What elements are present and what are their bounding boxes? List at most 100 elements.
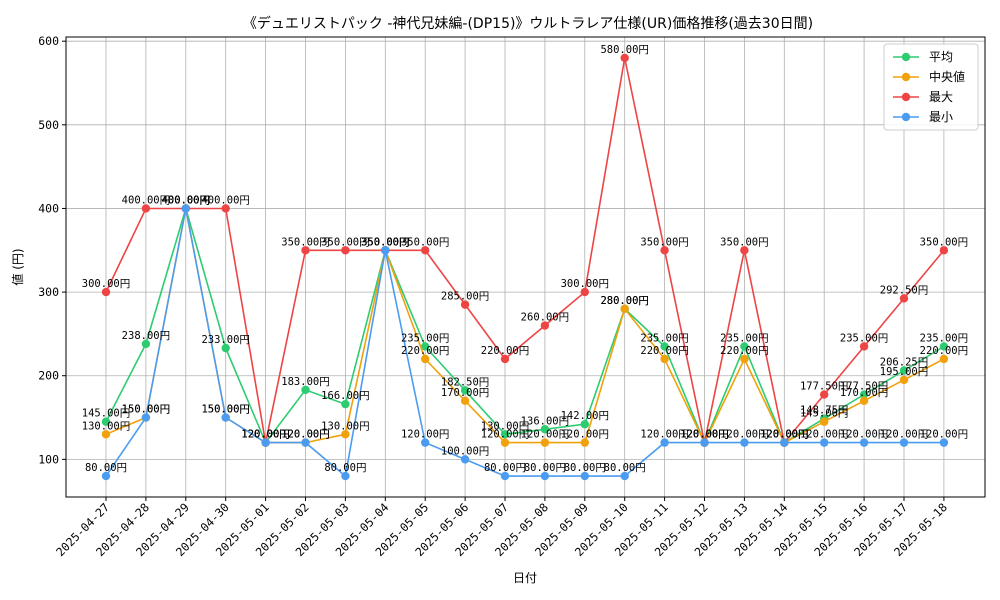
data-point <box>859 390 869 399</box>
data-point <box>460 455 470 464</box>
data-label: 350.00円 <box>321 236 369 248</box>
data-point <box>301 246 310 255</box>
legend-label: 最小 <box>929 110 953 124</box>
data-point <box>421 354 430 364</box>
y-tick-label: 200 <box>38 369 59 383</box>
data-point <box>500 354 510 364</box>
data-label: 220.00円 <box>481 345 529 357</box>
data-label: 120.00円 <box>680 429 728 441</box>
y-axis-label: 値 (円) <box>10 248 25 285</box>
data-label: 100.00円 <box>441 445 489 457</box>
data-label: 350.00円 <box>281 236 329 248</box>
data-label: 177.50円 <box>800 381 848 393</box>
data-labels: 145.00円 238.00円 400.00円 233.00円 120.00円 183.0… <box>82 44 968 474</box>
data-point <box>540 321 550 330</box>
data-point <box>301 385 310 395</box>
data-point <box>101 430 111 439</box>
data-point <box>740 354 749 364</box>
data-label: 220.00円 <box>401 345 449 357</box>
data-label: 350.00円 <box>640 236 688 248</box>
data-point <box>740 342 749 351</box>
data-point <box>101 417 111 426</box>
data-label: 120.00円 <box>760 429 808 441</box>
data-point <box>580 471 589 481</box>
data-label: 150.00円 <box>122 404 170 416</box>
data-point <box>740 246 749 255</box>
data-point <box>540 425 550 434</box>
legend-label: 平均 <box>929 50 953 64</box>
data-label: 400.00円 <box>162 194 210 206</box>
data-label: 120.00円 <box>840 429 888 441</box>
data-label: 80.00円 <box>564 462 606 474</box>
plot-frame <box>65 36 986 498</box>
data-point <box>820 390 829 399</box>
data-point <box>899 375 909 385</box>
data-point <box>939 342 949 351</box>
data-label: 195.00円 <box>880 366 928 378</box>
series-line-0 <box>105 205 945 445</box>
data-label: 350.00円 <box>361 236 409 248</box>
data-label: 120.00円 <box>680 429 728 441</box>
data-label: 120.00円 <box>800 429 848 441</box>
x-axis-ticks: 2025-04-272025-04-282025-04-292025-04-30… <box>53 497 950 559</box>
data-label: 150.00円 <box>122 404 170 416</box>
data-point <box>540 471 550 481</box>
data-label: 145.00円 <box>82 408 130 420</box>
data-label: 235.00円 <box>640 332 688 344</box>
data-point <box>899 366 909 375</box>
data-label: 130.00円 <box>321 420 369 432</box>
data-label: 400.00円 <box>122 194 170 206</box>
data-label: 120.00円 <box>241 429 289 441</box>
data-label: 280.00円 <box>600 295 648 307</box>
data-label: 120.00円 <box>241 429 289 441</box>
data-label: 136.00円 <box>521 415 569 427</box>
data-label: 120.00円 <box>640 429 688 441</box>
data-label: 285.00円 <box>441 291 489 303</box>
data-label: 233.00円 <box>201 334 249 346</box>
data-label: 120.00円 <box>920 429 968 441</box>
data-label: 300.00円 <box>561 278 609 290</box>
data-point <box>221 413 230 422</box>
data-point <box>859 396 869 406</box>
data-label: 120.00円 <box>680 429 728 441</box>
legend-swatch-marker <box>901 112 911 122</box>
data-label: 177.50円 <box>840 381 888 393</box>
data-label: 183.00円 <box>281 376 329 388</box>
data-point <box>500 471 510 481</box>
data-point <box>580 438 589 447</box>
legend-label: 中央値 <box>929 69 965 84</box>
data-label: 182.50円 <box>441 376 489 388</box>
data-point <box>421 342 430 351</box>
data-point <box>460 300 470 309</box>
data-label: 300.00円 <box>82 278 130 290</box>
data-label: 235.00円 <box>840 332 888 344</box>
data-label: 220.00円 <box>920 345 968 357</box>
data-point <box>141 204 151 213</box>
data-label: 120.00円 <box>880 429 928 441</box>
data-point <box>820 438 829 447</box>
data-label: 280.00円 <box>600 295 648 307</box>
data-point <box>939 354 949 364</box>
data-point <box>899 294 909 303</box>
data-point <box>780 438 789 447</box>
data-label: 120.00円 <box>281 429 329 441</box>
data-point <box>660 354 669 364</box>
data-point <box>141 413 151 422</box>
data-point <box>580 287 589 297</box>
data-label: 220.00円 <box>720 345 768 357</box>
data-label: 350.00円 <box>920 236 968 248</box>
data-point <box>421 438 430 447</box>
data-point <box>141 339 151 349</box>
data-label: 148.75円 <box>800 405 848 417</box>
data-point <box>261 438 270 447</box>
data-point <box>381 246 390 255</box>
data-point <box>660 342 669 351</box>
data-label: 150.00円 <box>201 404 249 416</box>
y-tick-label: 500 <box>38 118 59 132</box>
data-label: 120.00円 <box>561 429 609 441</box>
data-label: 170.00円 <box>441 387 489 399</box>
data-point <box>859 438 869 447</box>
data-label: 150.00円 <box>201 404 249 416</box>
